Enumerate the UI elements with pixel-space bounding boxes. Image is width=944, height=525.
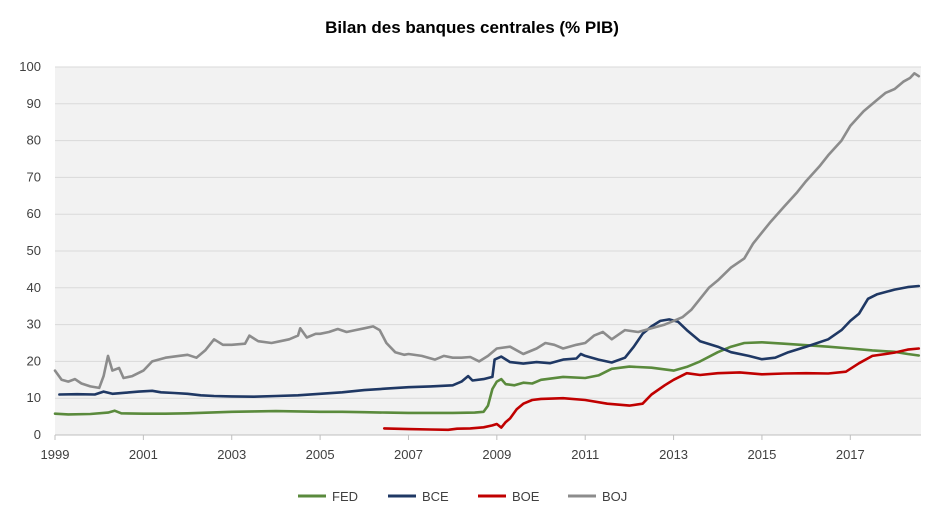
- series-line-fed: [53, 341, 921, 416]
- x-tick-label: 2011: [571, 447, 599, 462]
- y-tick-label: 60: [27, 206, 41, 221]
- legend-label-fed: FED: [332, 489, 358, 504]
- y-tick-label: 10: [27, 390, 41, 405]
- x-tick-label: 2005: [306, 447, 335, 462]
- series-lines: [53, 72, 921, 432]
- x-tick-label: 2001: [129, 447, 158, 462]
- legend-label-boe: BOE: [512, 489, 540, 504]
- x-tick-label: 2017: [836, 447, 865, 462]
- x-tick-label: 2009: [482, 447, 511, 462]
- y-tick-label: 40: [27, 280, 41, 295]
- y-axis-ticks: 0 10 20 30 40 50 60 70 80 90 100: [19, 59, 41, 442]
- y-tick-label: 0: [34, 427, 41, 442]
- legend-label-boj: BOJ: [602, 489, 627, 504]
- series-line-boj: [53, 72, 921, 390]
- x-tick-label: 1999: [41, 447, 70, 462]
- y-tick-label: 30: [27, 317, 41, 332]
- x-axis: 1999 2001 2003 2005 2007 2009 2011 2013 2015 2017: [41, 434, 921, 462]
- x-tick-label: 2007: [394, 447, 423, 462]
- y-tick-label: 80: [27, 133, 41, 148]
- y-tick-label: 100: [19, 59, 41, 74]
- chart-title: Bilan des banques centrales (% PIB): [325, 18, 619, 37]
- x-tick-label: 2015: [747, 447, 776, 462]
- y-tick-label: 50: [27, 243, 41, 258]
- y-tick-label: 70: [27, 169, 41, 184]
- y-tick-label: 90: [27, 96, 41, 111]
- x-tick-label: 2003: [217, 447, 246, 462]
- series-line-boe: [382, 347, 921, 432]
- x-tick-label: 2013: [659, 447, 688, 462]
- y-tick-label: 20: [27, 353, 41, 368]
- legend: FED BCE BOE BOJ: [298, 489, 627, 504]
- legend-label-bce: BCE: [422, 489, 449, 504]
- series-line-bce: [58, 284, 921, 398]
- gridlines: [55, 66, 921, 399]
